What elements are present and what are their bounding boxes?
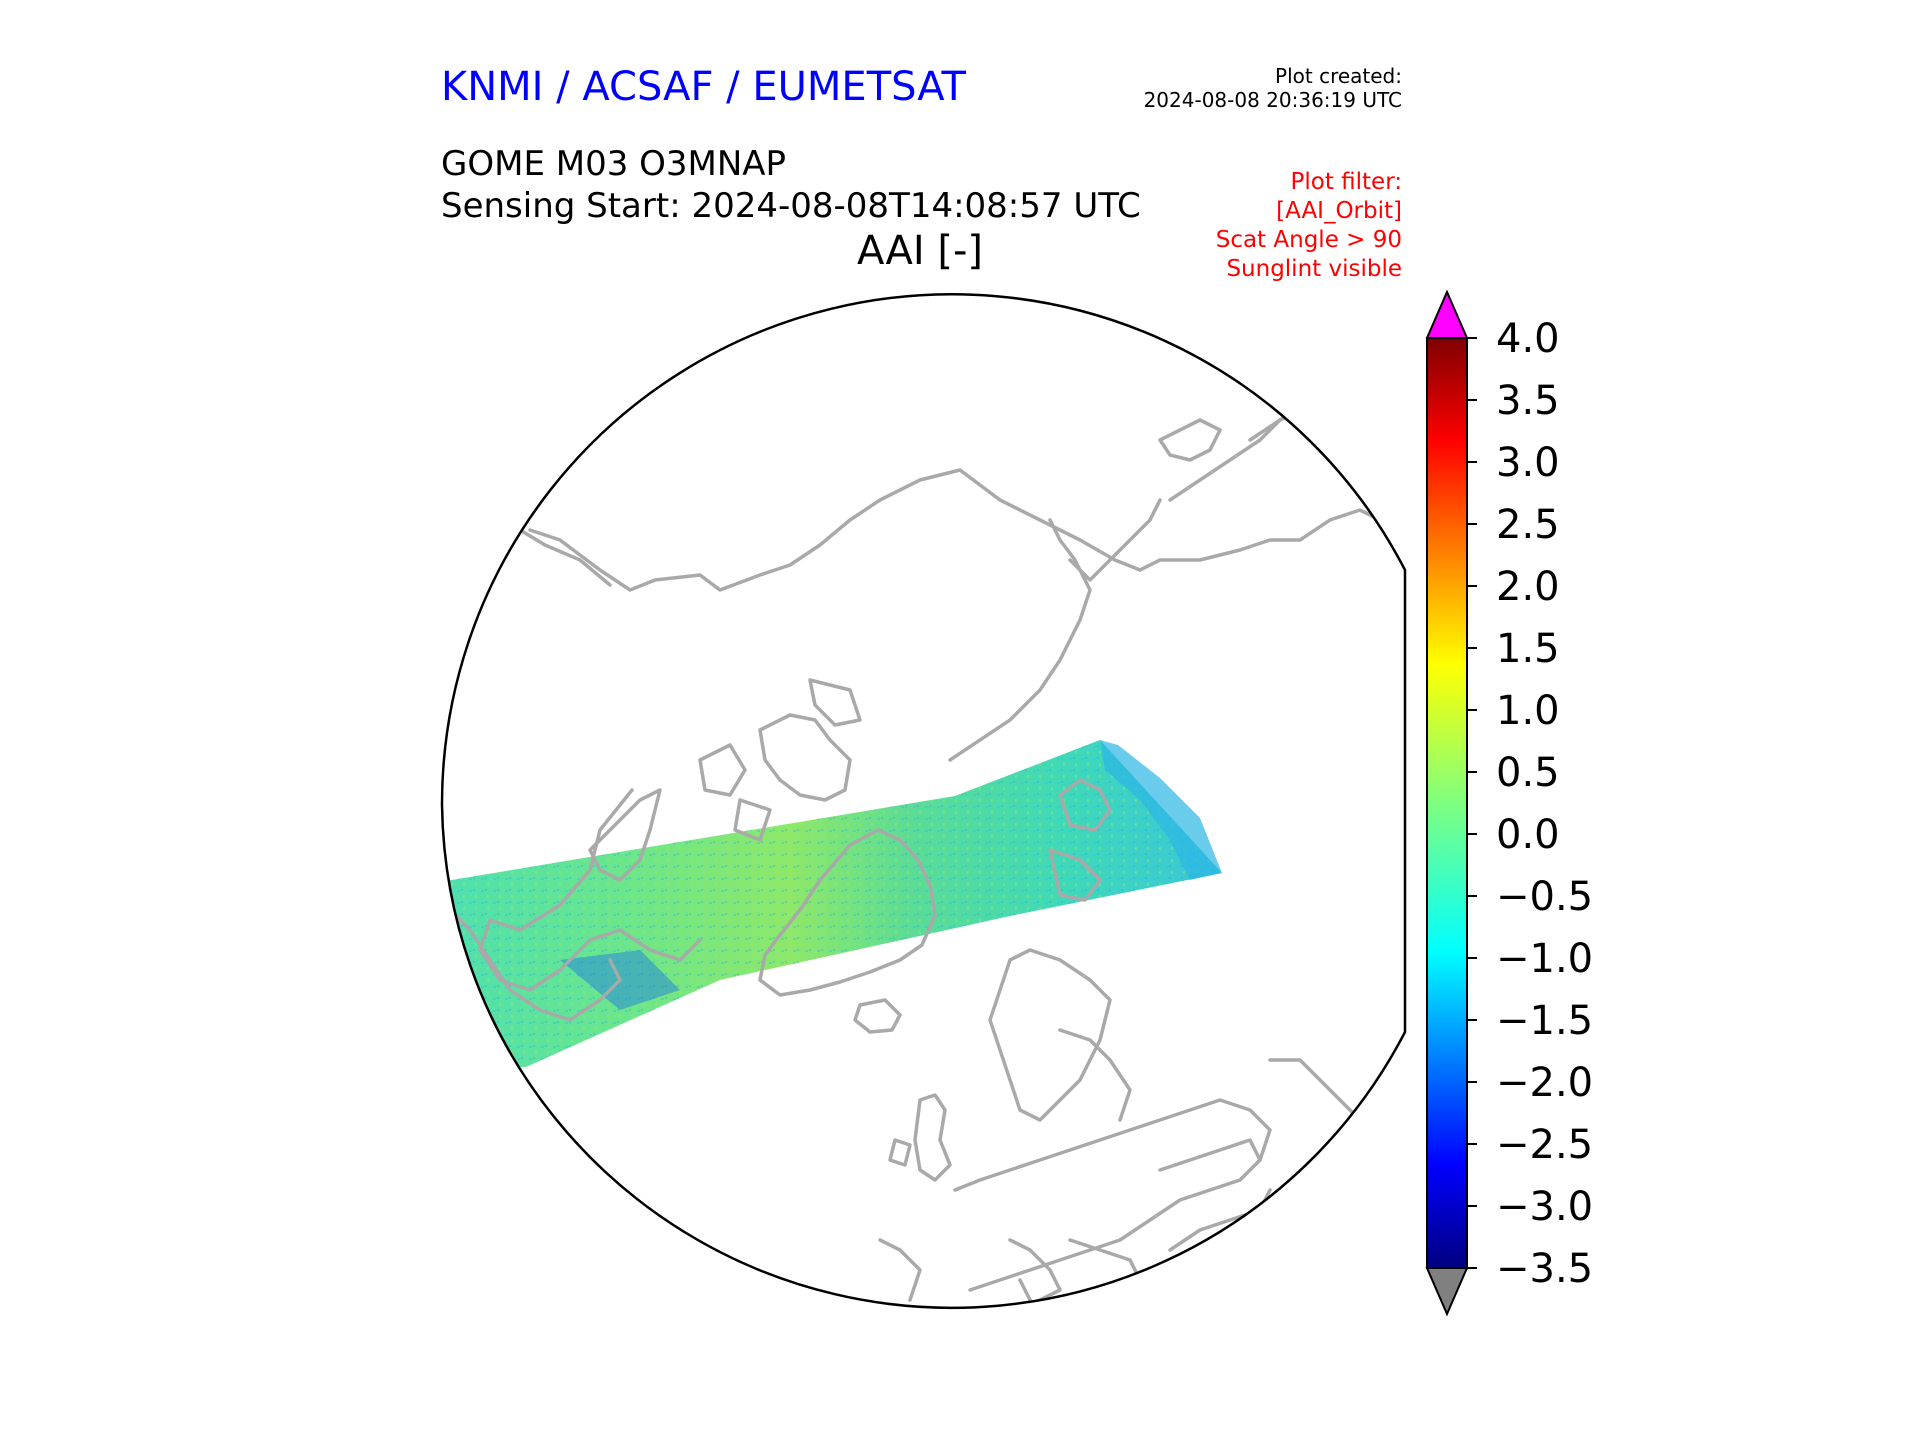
coastline-mediterranean — [878, 1238, 1142, 1302]
colorbar-tick-label: 2.5 — [1496, 502, 1560, 548]
colorbar-under-triangle — [1425, 1267, 1469, 1317]
coastline-scandinavia — [988, 948, 1132, 1122]
sensing-start: Sensing Start: 2024-08-08T14:08:57 UTC — [441, 186, 1141, 226]
filter-line-orbit: [AAI_Orbit] — [1276, 198, 1402, 224]
coastline-europe — [953, 1098, 1272, 1292]
colorbar-tick-label: 2.0 — [1496, 564, 1560, 610]
colorbar-tick-label: −2.5 — [1496, 1122, 1593, 1168]
map-boundary — [440, 293, 1407, 1310]
colorbar-tick-label: 4.0 — [1496, 316, 1560, 362]
colorbar-tick-label: 0.5 — [1496, 750, 1560, 796]
coastline-north-america — [478, 468, 1142, 992]
coastline-canadian-archipelago — [698, 678, 862, 842]
coastline-iceland — [853, 998, 902, 1034]
colorbar-tick-label: −3.0 — [1496, 1184, 1593, 1230]
organization-title: KNMI / ACSAF / EUMETSAT — [441, 64, 966, 110]
swath-noisy-edge — [1100, 740, 1222, 880]
filter-line-sunglint: Sunglint visible — [1226, 256, 1402, 282]
colorbar-over-triangle — [1425, 289, 1469, 339]
colorbar-tick-label: −2.0 — [1496, 1060, 1593, 1106]
product-name: GOME M03 O3MNAP — [441, 144, 787, 184]
colorbar-tick-label: 3.5 — [1496, 378, 1560, 424]
colorbar-tick-label: 1.5 — [1496, 626, 1560, 672]
colorbar-tick-label: 1.0 — [1496, 688, 1560, 734]
colorbar-ticks: 4.0 3.5 3.0 2.5 2.0 1.5 1.0 0.5 0.0 −0.5 −1.0 −1.5 −… — [1467, 316, 1593, 1292]
coastline-hudson-bay — [448, 908, 622, 1022]
colorbar-tick-label: −3.5 — [1496, 1246, 1593, 1292]
colorbar-tick-label: −1.5 — [1496, 998, 1593, 1044]
coastline-svalbard — [1048, 778, 1112, 902]
colorbar-tick-label: 0.0 — [1496, 812, 1560, 858]
plot-created-label: Plot created: — [1275, 64, 1402, 88]
colorbar-tick-label: 3.0 — [1496, 440, 1560, 486]
colorbar-tick-label: −1.0 — [1496, 936, 1593, 982]
coastline-greenland — [758, 828, 937, 997]
plot-filter-info: Plot filter: [AAI_Orbit] Scat Angle > 90… — [1100, 168, 1402, 284]
colorbar-tick-label: −0.5 — [1496, 874, 1593, 920]
filter-line-scat-angle: Scat Angle > 90 — [1215, 227, 1402, 253]
coastline-british-isles — [888, 1093, 952, 1182]
plot-created-time: 2024-08-08 20:36:19 UTC — [1143, 88, 1402, 112]
filter-line-label: Plot filter: — [1290, 169, 1402, 195]
coastlines — [448, 408, 1402, 1302]
colorbar-gradient — [1426, 337, 1468, 1269]
variable-title: AAI [-] — [857, 228, 983, 274]
plot-created-info: Plot created: 2024-08-08 20:36:19 UTC — [1130, 64, 1402, 112]
coastline-siberia — [948, 408, 1402, 762]
